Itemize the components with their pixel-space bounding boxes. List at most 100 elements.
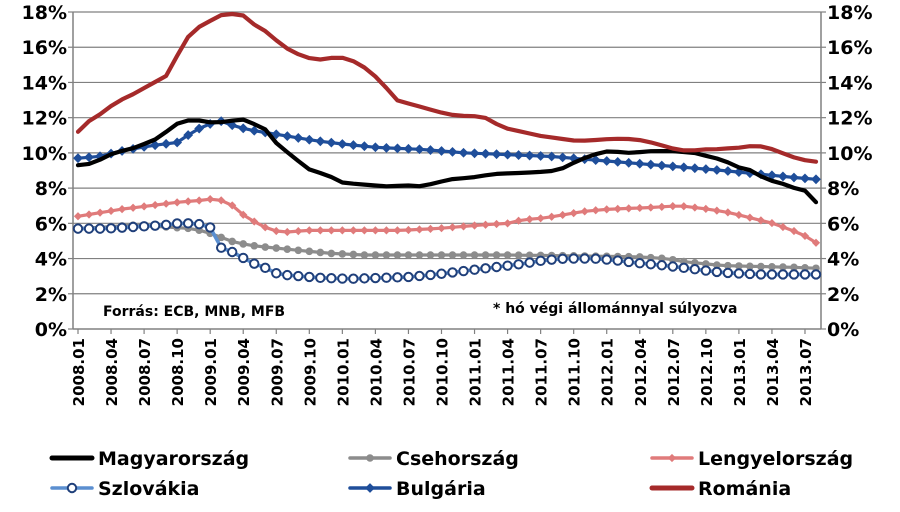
- data-point: [788, 269, 800, 280]
- data-point: [404, 225, 413, 235]
- data-point: [73, 212, 83, 221]
- data-point: [778, 171, 788, 182]
- y-tick-label-right: 4%: [827, 249, 859, 271]
- x-tick-label: 2009.01: [202, 338, 220, 406]
- data-point: [491, 149, 502, 160]
- y-tick-label-left: 18%: [22, 2, 67, 24]
- data-point: [371, 251, 380, 259]
- y-tick-label-left: 10%: [22, 143, 67, 165]
- data-point: [316, 226, 325, 235]
- data-point: [83, 223, 95, 234]
- data-point: [524, 257, 535, 268]
- data-point: [139, 202, 149, 211]
- data-point: [470, 251, 479, 259]
- data-point: [448, 223, 457, 232]
- series-layer: [72, 11, 822, 284]
- data-point: [480, 263, 491, 274]
- data-point: [524, 150, 535, 161]
- data-point: [338, 250, 347, 258]
- data-point: [184, 197, 193, 206]
- data-point: [700, 265, 712, 276]
- data-point: [327, 249, 336, 258]
- axes: 0% 0% 2% 2% 4% 4% 6% 6% 8% 8% 10% 10% 12% 12% 14% 14% 16…: [22, 2, 873, 406]
- data-point: [193, 218, 205, 230]
- data-point: [94, 223, 106, 234]
- data-point: [535, 151, 546, 161]
- data-point: [668, 202, 677, 211]
- legend-item-bulgaria: Bulgária: [348, 478, 486, 500]
- data-point: [690, 203, 699, 212]
- data-point: [678, 262, 690, 274]
- data-point: [315, 136, 326, 147]
- data-point: [370, 272, 381, 284]
- data-point: [437, 224, 446, 233]
- data-point: [117, 205, 127, 214]
- data-point: [470, 221, 479, 230]
- y-tick-label-left: 0%: [35, 319, 67, 341]
- x-tick-label: 2013.04: [764, 338, 782, 406]
- data-point: [645, 159, 656, 170]
- data-point: [127, 221, 139, 233]
- y-tick-label-left: 4%: [35, 249, 67, 271]
- data-point: [238, 252, 249, 264]
- data-point: [557, 253, 568, 264]
- data-point: [414, 144, 425, 155]
- data-point: [601, 156, 612, 166]
- data-point: [150, 200, 160, 210]
- data-point: [557, 152, 568, 163]
- data-point: [239, 210, 248, 219]
- legend-item-lengyelorszag: Lengyelország: [650, 448, 853, 470]
- data-point: [282, 269, 293, 281]
- data-point: [746, 262, 754, 271]
- data-point: [712, 206, 721, 215]
- x-tick-label: 2010.07: [400, 338, 418, 406]
- data-point: [580, 207, 589, 216]
- data-point: [811, 174, 821, 185]
- data-point: [514, 251, 523, 259]
- data-point: [481, 220, 490, 229]
- legend-label: Magyarország: [98, 448, 249, 470]
- data-point: [381, 272, 392, 283]
- data-point: [734, 210, 744, 220]
- y-tick-label-right: 10%: [827, 143, 872, 165]
- data-point: [366, 454, 374, 462]
- data-point: [393, 226, 402, 235]
- data-point: [513, 259, 524, 270]
- x-tick-label: 2011.10: [566, 338, 584, 406]
- data-point: [403, 143, 414, 154]
- data-point: [613, 204, 622, 213]
- data-point: [305, 247, 314, 256]
- data-point: [217, 196, 226, 205]
- data-point: [414, 270, 425, 282]
- y-tick-label-left: 14%: [22, 72, 67, 94]
- data-point: [293, 133, 304, 143]
- data-point: [392, 272, 403, 283]
- data-point: [744, 268, 756, 280]
- data-point: [239, 240, 248, 248]
- data-point: [546, 151, 557, 162]
- data-point: [66, 482, 78, 494]
- data-point: [514, 216, 523, 225]
- y-tick-label-right: 2%: [827, 284, 859, 306]
- data-point: [634, 158, 645, 169]
- data-point: [469, 148, 480, 159]
- y-tick-label-right: 12%: [827, 108, 872, 130]
- data-point: [447, 267, 458, 278]
- data-point: [227, 246, 238, 258]
- data-point: [635, 203, 644, 213]
- data-point: [767, 218, 777, 228]
- data-point: [547, 212, 556, 221]
- data-point: [458, 265, 469, 277]
- data-point: [678, 162, 689, 173]
- data-point: [415, 251, 424, 259]
- data-point: [755, 269, 767, 280]
- data-point: [492, 219, 501, 229]
- data-point: [360, 226, 369, 235]
- data-point: [138, 221, 150, 232]
- data-point: [811, 238, 821, 247]
- data-point: [370, 142, 381, 153]
- data-point: [171, 218, 183, 229]
- data-point: [656, 160, 667, 171]
- data-point: [448, 251, 457, 259]
- data-point: [105, 223, 117, 234]
